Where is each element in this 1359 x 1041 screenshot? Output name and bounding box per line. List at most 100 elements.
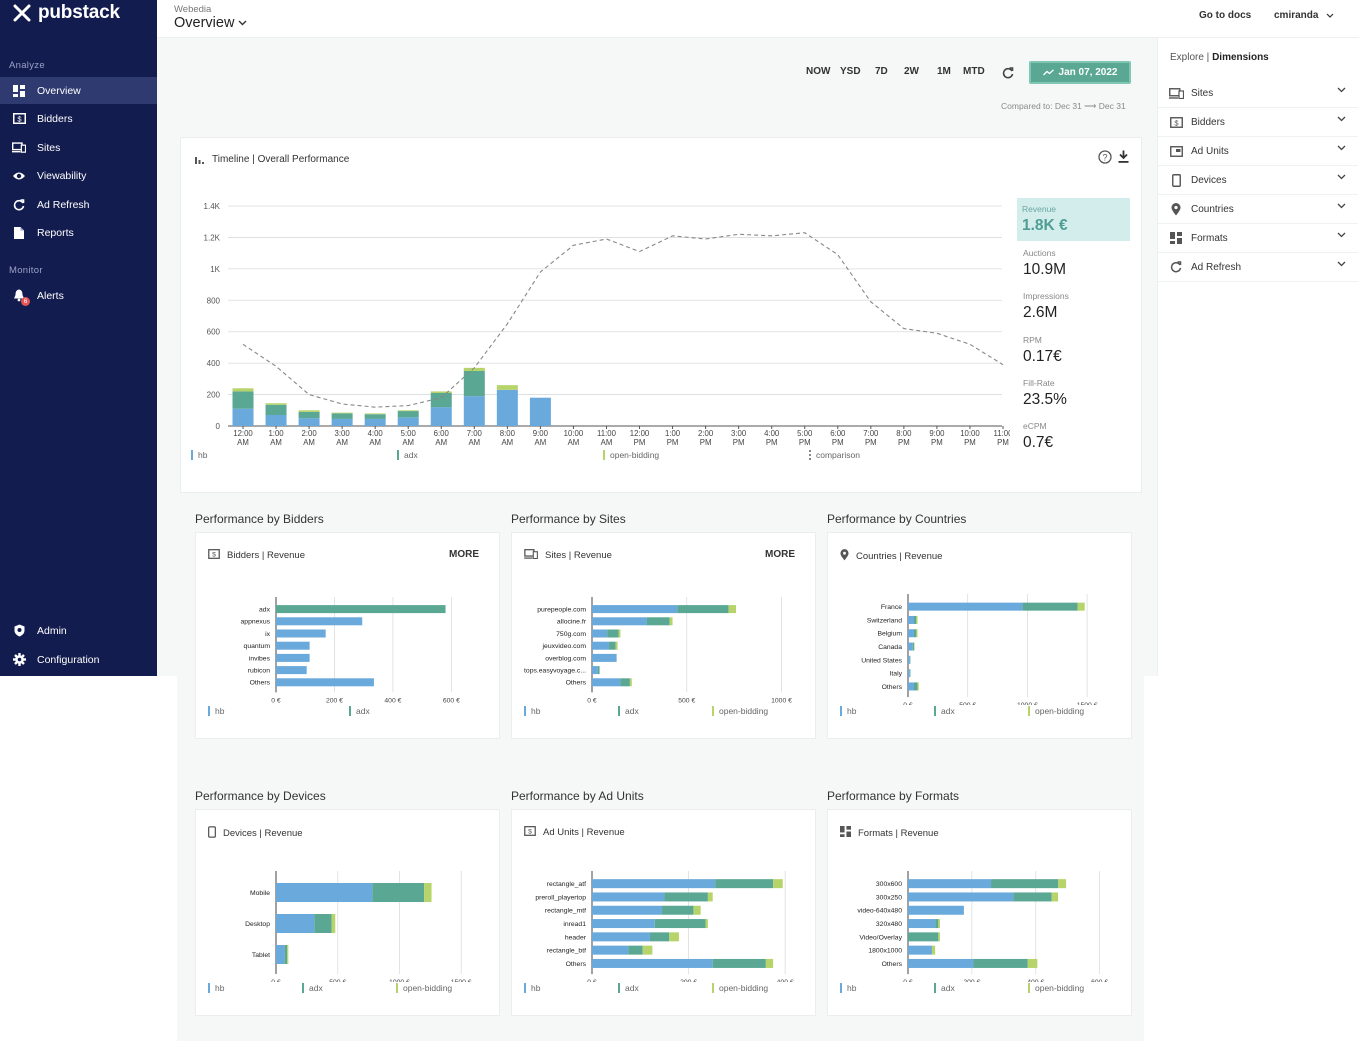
bar-adx[interactable]	[913, 629, 917, 638]
bar-hb[interactable]	[592, 678, 621, 687]
kpi-revenue[interactable]: Revenue 1.8K €	[1017, 198, 1130, 241]
bar-hb[interactable]	[592, 892, 665, 902]
dimension-devices[interactable]: Devices	[1158, 166, 1358, 195]
bar-hb[interactable]	[908, 958, 974, 968]
bar-adx[interactable]	[284, 945, 288, 964]
bar-open-bidding[interactable]	[705, 919, 708, 929]
bar-open-bidding[interactable]	[615, 641, 618, 650]
range-ysd-button[interactable]: YSD	[840, 66, 861, 77]
timeline-bar[interactable]	[496, 385, 518, 390]
timeline-bar[interactable]	[463, 396, 485, 426]
download-icon[interactable]	[1118, 150, 1129, 163]
bar-adx[interactable]	[677, 605, 729, 614]
bar-open-bidding[interactable]	[1077, 602, 1085, 611]
dimension-countries[interactable]: Countries	[1158, 195, 1358, 224]
bar-open-bidding[interactable]	[1027, 958, 1038, 968]
timeline-bar[interactable]	[265, 415, 287, 426]
bar-adx[interactable]	[715, 879, 774, 889]
bar-open-bidding[interactable]	[707, 892, 713, 902]
sidebar-item-sites[interactable]: Sites	[0, 134, 157, 161]
kpi-impressions[interactable]: Impressions 2.6M	[1023, 291, 1069, 321]
bar-open-bidding[interactable]	[913, 642, 915, 651]
bar-adx[interactable]	[935, 919, 939, 929]
bar-hb[interactable]	[592, 653, 617, 662]
bar-adx[interactable]	[1013, 892, 1052, 902]
range-7d-button[interactable]: 7D	[875, 66, 888, 77]
bar-open-bidding[interactable]	[931, 945, 936, 955]
bar-hb[interactable]	[908, 905, 964, 915]
timeline-bar[interactable]	[463, 367, 485, 371]
bar-hb[interactable]	[276, 629, 326, 638]
bar-open-bidding[interactable]	[424, 883, 432, 902]
bar-hb[interactable]	[908, 669, 910, 678]
bar-hb[interactable]	[276, 666, 307, 675]
bar-open-bidding[interactable]	[287, 945, 289, 964]
bar-hb[interactable]	[592, 919, 655, 929]
sidebar-item-configuration[interactable]: Configuration	[0, 646, 157, 673]
bar-hb[interactable]	[592, 958, 713, 968]
bar-open-bidding[interactable]	[938, 919, 940, 929]
timeline-bar[interactable]	[364, 418, 386, 426]
timeline-bar[interactable]	[298, 411, 320, 419]
bar-open-bidding[interactable]	[618, 629, 621, 638]
timeline-bar[interactable]	[232, 388, 254, 392]
bar-adx[interactable]	[662, 905, 694, 915]
timeline-bar[interactable]	[232, 408, 254, 426]
bar-hb[interactable]	[592, 641, 610, 650]
bar-hb[interactable]	[276, 617, 363, 626]
bar-hb[interactable]	[908, 879, 992, 889]
timeline-bar[interactable]	[232, 391, 254, 409]
bar-hb[interactable]	[592, 617, 647, 626]
sidebar-item-overview[interactable]: Overview	[0, 77, 157, 104]
bar-open-bidding[interactable]	[916, 615, 918, 624]
bar-hb[interactable]	[908, 892, 1014, 902]
bar-open-bidding[interactable]	[765, 958, 774, 968]
bar-open-bidding[interactable]	[693, 905, 701, 915]
kpi-auctions[interactable]: Auctions 10.9M	[1023, 248, 1067, 278]
kpi-fill-rate[interactable]: Fill-Rate 23.5%	[1023, 378, 1067, 408]
bar-hb[interactable]	[592, 879, 716, 889]
refresh-icon[interactable]	[1002, 67, 1014, 79]
timeline-bar[interactable]	[265, 404, 287, 415]
bar-adx[interactable]	[609, 641, 616, 650]
go-to-docs-link[interactable]: Go to docs	[1199, 10, 1252, 21]
bar-hb[interactable]	[592, 905, 663, 915]
timeline-bar[interactable]	[265, 403, 287, 405]
bar-open-bidding[interactable]	[773, 879, 783, 889]
bar-adx[interactable]	[991, 879, 1059, 889]
bar-hb[interactable]	[908, 615, 914, 624]
bar-adx[interactable]	[276, 605, 446, 614]
range-now-button[interactable]: NOW	[806, 66, 831, 77]
bar-adx[interactable]	[372, 883, 425, 902]
bar-open-bidding[interactable]	[331, 914, 336, 933]
bar-open-bidding[interactable]	[669, 617, 673, 626]
more-button[interactable]: MORE	[765, 549, 795, 560]
sidebar-item-viewability[interactable]: Viewability	[0, 162, 157, 189]
bar-adx[interactable]	[909, 669, 911, 678]
dimension-sites[interactable]: Sites	[1158, 79, 1358, 108]
dimension-bidders[interactable]: $ Bidders	[1158, 108, 1358, 137]
range-1m-button[interactable]: 1M	[937, 66, 951, 77]
breadcrumb[interactable]: Webedia	[174, 4, 212, 15]
bar-hb[interactable]	[276, 678, 374, 687]
bar-open-bidding[interactable]	[1058, 879, 1067, 889]
help-icon[interactable]: ?	[1098, 150, 1112, 164]
bar-hb[interactable]	[592, 605, 678, 614]
page-title[interactable]: Overview	[174, 15, 247, 31]
bar-hb[interactable]	[592, 629, 608, 638]
bar-adx[interactable]	[314, 914, 332, 933]
bar-adx[interactable]	[607, 629, 619, 638]
timeline-bar[interactable]	[397, 410, 419, 412]
timeline-bar[interactable]	[430, 407, 452, 426]
bar-adx[interactable]	[664, 892, 708, 902]
bar-open-bidding[interactable]	[917, 682, 919, 691]
timeline-bar[interactable]	[463, 371, 485, 397]
bar-hb[interactable]	[908, 682, 914, 691]
date-picker-button[interactable]: Jan 07, 2022	[1029, 61, 1131, 84]
bar-hb[interactable]	[276, 653, 310, 662]
bar-adx[interactable]	[620, 678, 630, 687]
bar-hb[interactable]	[592, 666, 598, 675]
sidebar-item-reports[interactable]: Reports	[0, 219, 157, 246]
bar-open-bidding[interactable]	[916, 629, 918, 638]
bar-hb[interactable]	[908, 642, 913, 651]
